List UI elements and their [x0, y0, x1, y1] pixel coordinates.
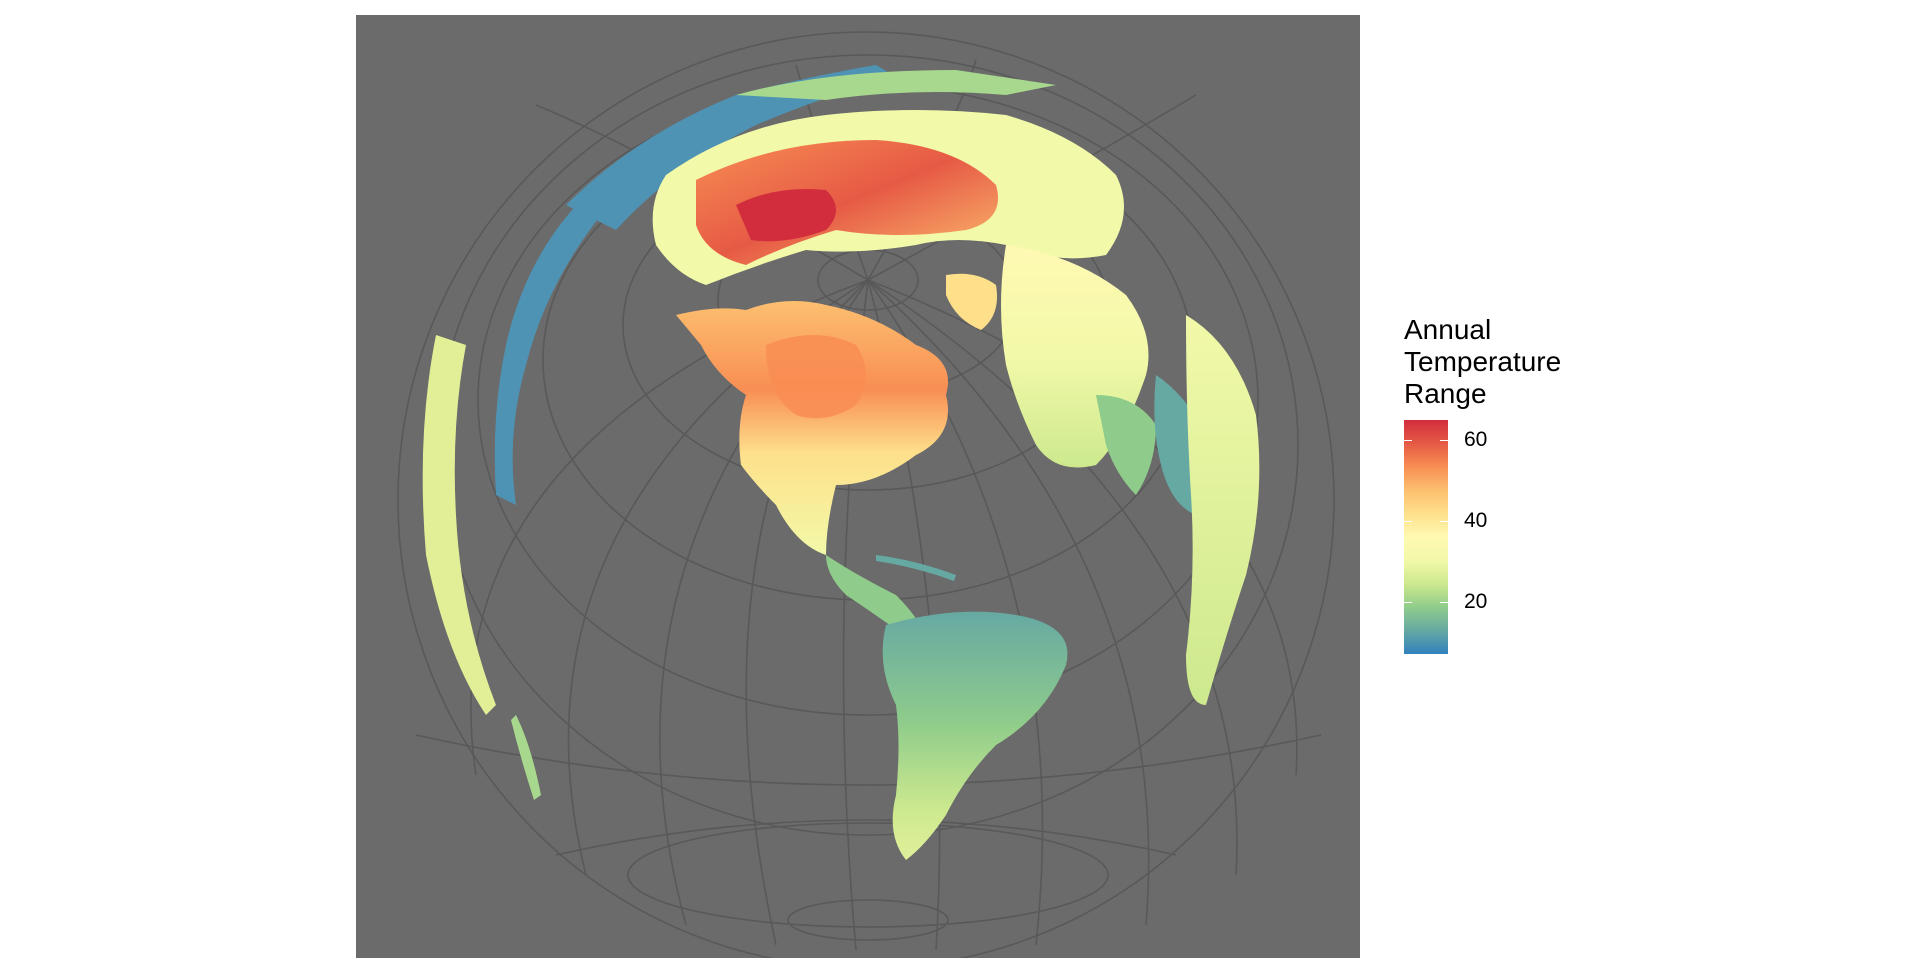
legend-body: 60 40 20 [1404, 420, 1664, 656]
legend-tick-label: 60 [1464, 428, 1488, 452]
legend-tick-label: 20 [1464, 589, 1488, 613]
legend-tick-mark [1404, 601, 1412, 603]
globe-map[interactable] [356, 15, 1360, 958]
region-caribbean[interactable] [876, 555, 956, 581]
region-left-island-strip[interactable] [422, 335, 496, 715]
legend-title: Annual Temperature Range [1404, 314, 1562, 409]
region-india[interactable] [1096, 395, 1156, 495]
legend-tick-mark [1440, 601, 1448, 603]
region-south-islands[interactable] [511, 715, 541, 800]
region-south-america[interactable] [882, 611, 1068, 860]
region-central-america[interactable] [826, 555, 926, 640]
legend: Annual Temperature Range 60 40 20 [1404, 314, 1664, 656]
region-north-america[interactable] [676, 301, 948, 555]
region-siberia-hottest[interactable] [736, 189, 836, 242]
region-siberia-coast[interactable] [736, 70, 1056, 100]
region-east-strip[interactable] [1186, 315, 1260, 705]
region-west-pacific-strip[interactable] [494, 195, 601, 505]
map-panel [356, 15, 1360, 958]
region-greenland-edge[interactable] [946, 273, 997, 330]
legend-tick-mark [1404, 520, 1412, 522]
legend-tick-mark [1404, 440, 1412, 442]
legend-tick-mark [1440, 520, 1448, 522]
legend-tick-label: 40 [1464, 508, 1488, 532]
legend-tick-mark [1440, 440, 1448, 442]
region-canada-interior[interactable] [766, 335, 866, 419]
region-arctic-islands[interactable] [566, 65, 896, 230]
colorbar [1404, 420, 1448, 654]
